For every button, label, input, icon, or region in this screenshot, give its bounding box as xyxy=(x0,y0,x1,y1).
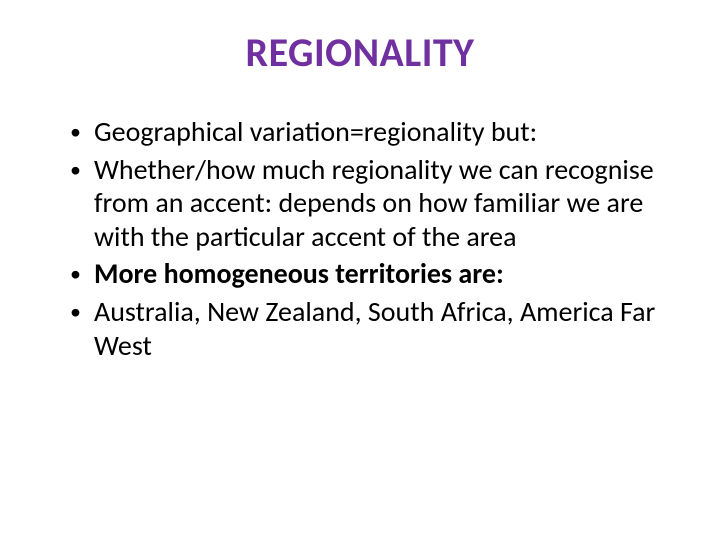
bullet-text: Whether/how much regionality we can reco… xyxy=(94,152,654,254)
bullet-item: Whether/how much regionality we can reco… xyxy=(70,153,670,254)
bullet-item: Australia, New Zealand, South Africa, Am… xyxy=(70,295,670,362)
bullet-item: More homogeneous territories are: xyxy=(70,257,670,291)
bullet-list: Geographical variation=regionality but: … xyxy=(50,115,670,362)
slide-title: REGIONALITY xyxy=(50,28,670,77)
slide: REGIONALITY Geographical variation=regio… xyxy=(0,0,720,540)
bullet-text: Geographical variation=regionality but: xyxy=(94,114,537,149)
bullet-text: Australia, New Zealand, South Africa, Am… xyxy=(94,294,655,363)
bullet-item: Geographical variation=regionality but: xyxy=(70,115,670,149)
bullet-text: More homogeneous territories are: xyxy=(94,256,504,291)
